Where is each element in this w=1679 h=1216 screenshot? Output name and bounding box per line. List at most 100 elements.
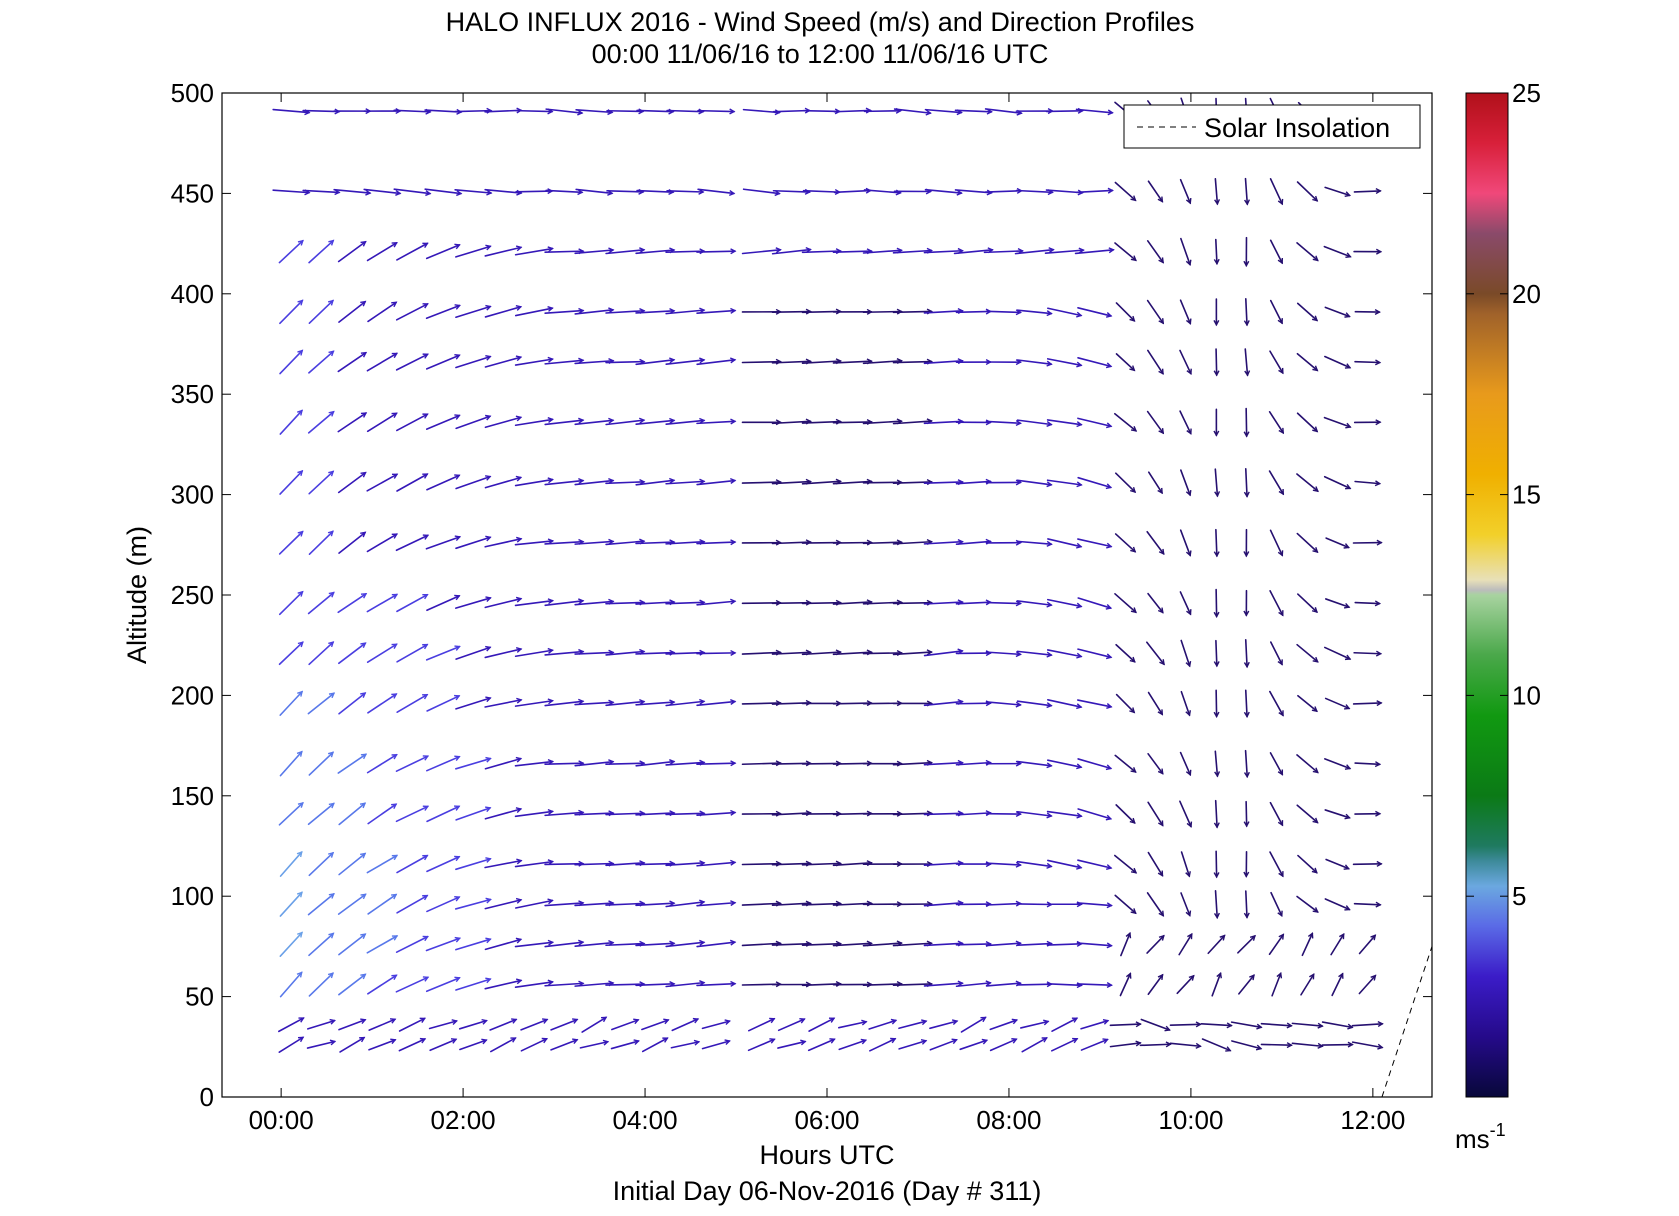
wind-vector — [1016, 650, 1053, 658]
wind-vector — [989, 1018, 1019, 1031]
wind-vector — [1179, 529, 1192, 557]
wind-vector — [396, 413, 429, 432]
wind-vector — [1046, 649, 1083, 659]
wind-vector — [366, 473, 399, 492]
wind-vector — [425, 414, 461, 430]
wind-vector — [1114, 181, 1137, 202]
wind-vector — [1115, 804, 1136, 824]
wind-vector — [514, 598, 555, 607]
wind-vector — [1213, 639, 1220, 668]
wind-vector — [306, 1039, 337, 1049]
wind-vector — [1296, 754, 1319, 774]
wind-vector — [1354, 600, 1382, 607]
wind-vector — [1016, 309, 1053, 317]
wind-vector — [1077, 758, 1113, 771]
wind-vector — [696, 760, 737, 767]
wind-vector — [1296, 643, 1319, 663]
wind-vector — [455, 535, 492, 550]
wind-vector — [1231, 1040, 1263, 1051]
wind-vector — [484, 978, 523, 990]
wind-vector — [337, 753, 368, 774]
wind-vector — [308, 932, 335, 957]
wind-vector — [697, 108, 736, 115]
wind-vector — [1109, 1040, 1142, 1048]
wind-vector — [985, 420, 1022, 427]
wind-vector — [338, 852, 367, 876]
wind-vector — [960, 1016, 987, 1033]
wind-vector — [489, 1018, 518, 1031]
wind-vector — [398, 1017, 426, 1032]
wind-vector — [396, 894, 429, 914]
wind-vector — [1297, 593, 1318, 613]
wind-vector — [1296, 804, 1319, 824]
wind-vector — [550, 1018, 579, 1031]
wind-vector — [1077, 307, 1113, 318]
wind-vector — [1179, 591, 1192, 616]
wind-vector — [696, 980, 737, 987]
wind-vector — [428, 1019, 458, 1030]
legend-entry-solar-insolation: Solar Insolation — [1204, 113, 1390, 143]
wind-vector — [671, 1017, 700, 1032]
wind-vector — [1353, 419, 1382, 426]
wind-vector — [1323, 416, 1352, 429]
wind-vector — [1147, 851, 1164, 877]
wind-vector — [455, 806, 492, 821]
wind-vector — [520, 1018, 549, 1031]
wind-vector — [696, 900, 737, 907]
y-tick-label: 500 — [171, 78, 214, 108]
wind-vector — [1353, 188, 1382, 195]
wind-vector — [574, 307, 615, 315]
y-tick-label: 350 — [171, 379, 214, 409]
wind-vector — [279, 349, 304, 375]
wind-vector — [641, 1018, 670, 1031]
wind-vector — [1047, 538, 1083, 549]
wind-vector — [337, 893, 367, 915]
wind-vector — [1244, 177, 1251, 206]
wind-vector — [484, 305, 523, 318]
wind-vector — [308, 239, 335, 264]
wind-vector — [278, 641, 304, 666]
wind-vector — [550, 1038, 579, 1051]
wind-vector — [635, 357, 676, 366]
wind-vector — [1260, 1042, 1293, 1049]
wind-vector — [1120, 931, 1132, 957]
wind-vector — [1147, 471, 1163, 495]
wind-vector — [1051, 1017, 1079, 1032]
wind-vector — [1269, 350, 1284, 375]
wind-vector — [1077, 417, 1113, 429]
wind-vector — [696, 357, 737, 366]
wind-vector — [544, 939, 585, 948]
wind-vector — [1243, 850, 1250, 878]
wind-vector — [696, 477, 737, 486]
wind-vector — [1146, 892, 1165, 917]
wind-vector — [484, 536, 523, 548]
wind-vector — [1115, 353, 1136, 372]
wind-vector — [1075, 187, 1114, 194]
wind-vector — [581, 1016, 608, 1033]
wind-vector — [1270, 891, 1283, 918]
wind-vector — [398, 1037, 427, 1052]
wind-vector — [484, 245, 523, 257]
x-axis: 00:00 02:00 04:00 06:00 08:00 10:00 12:00 — [249, 93, 1405, 1135]
wind-vector — [338, 973, 367, 996]
wind-vector — [696, 939, 737, 948]
colorbar-tick-label: 20 — [1512, 279, 1541, 309]
wind-vector — [279, 850, 303, 877]
wind-vector — [1269, 801, 1284, 827]
wind-vector — [455, 756, 492, 770]
wind-vector — [635, 940, 676, 947]
x-tick-label: 12:00 — [1340, 1105, 1405, 1135]
wind-vector — [1169, 1021, 1202, 1028]
wind-vector — [1200, 1022, 1233, 1029]
wind-vector — [484, 807, 523, 820]
wind-vector — [869, 1037, 897, 1052]
wind-vector — [955, 810, 992, 817]
wind-vector — [1214, 750, 1221, 778]
wind-vector — [1114, 472, 1137, 493]
wind-vector — [955, 980, 992, 988]
wind-vector — [1296, 895, 1319, 913]
y-tick-label: 0 — [200, 1082, 214, 1112]
wind-vector — [808, 1017, 836, 1032]
wind-vector — [484, 897, 523, 910]
